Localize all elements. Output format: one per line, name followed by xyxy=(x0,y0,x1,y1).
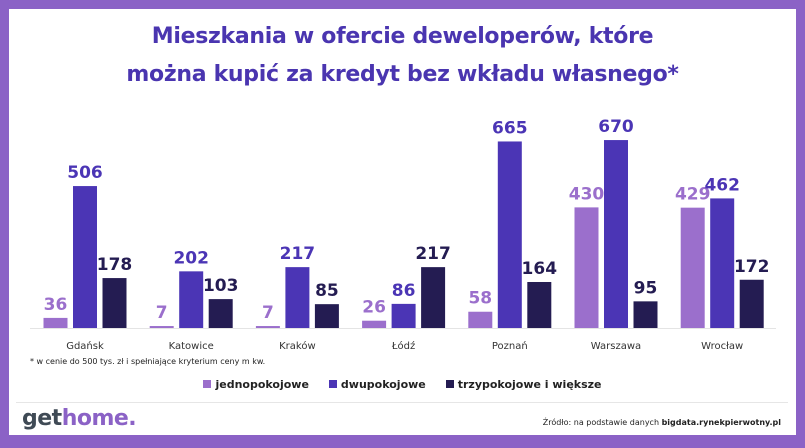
category-label: Kraków xyxy=(279,340,316,352)
bar xyxy=(314,304,339,328)
data-label: 7 xyxy=(156,303,168,323)
bar xyxy=(255,326,280,328)
data-label: 178 xyxy=(97,255,133,275)
category-label: Katowice xyxy=(169,341,214,352)
category-label: Łódź xyxy=(391,340,415,352)
bar xyxy=(73,186,97,328)
data-label: 202 xyxy=(173,248,209,268)
bar xyxy=(421,267,446,328)
category-label: Warszawa xyxy=(591,341,641,352)
legend-item: dwupokojowe xyxy=(328,378,426,391)
bar xyxy=(179,271,204,328)
bar xyxy=(391,303,416,328)
data-label: 172 xyxy=(734,257,770,277)
legend-label: trzypokojowe i większe xyxy=(457,378,602,391)
data-label: 462 xyxy=(704,175,740,195)
legend-item: jednopokojowe xyxy=(203,378,309,391)
data-label: 7 xyxy=(262,303,274,323)
data-label: 58 xyxy=(468,289,492,309)
bar xyxy=(527,281,552,328)
source-text: Źródło: na podstawie danych bigdata.ryne… xyxy=(542,418,781,427)
bar xyxy=(710,198,735,328)
category-label: Poznań xyxy=(492,340,528,352)
bar xyxy=(680,207,705,328)
bar xyxy=(149,326,174,328)
data-label: 665 xyxy=(492,118,528,138)
legend-swatch xyxy=(203,380,212,388)
bar xyxy=(574,207,599,328)
chart-card xyxy=(9,9,796,435)
data-label: 670 xyxy=(598,117,634,137)
data-label: 26 xyxy=(362,298,386,318)
data-label: 506 xyxy=(67,163,103,183)
data-label: 164 xyxy=(522,259,558,279)
footnote: * w cenie do 500 tys. zł i spełniające k… xyxy=(30,357,266,366)
chart-title: Mieszkania w ofercie deweloperów, które … xyxy=(0,18,805,94)
data-label: 95 xyxy=(634,278,658,298)
data-label: 217 xyxy=(280,244,316,264)
bar xyxy=(362,320,387,328)
bar xyxy=(102,278,127,328)
bar xyxy=(633,301,658,328)
bar xyxy=(208,299,233,328)
data-label: 36 xyxy=(44,295,68,315)
bar xyxy=(604,140,628,328)
bar xyxy=(468,311,493,328)
data-label: 103 xyxy=(203,276,239,296)
legend-swatch xyxy=(328,380,337,388)
data-label: 86 xyxy=(392,281,416,301)
legend-label: dwupokojowe xyxy=(340,378,426,391)
bar xyxy=(285,267,310,328)
data-label: 217 xyxy=(415,244,451,264)
data-label: 85 xyxy=(315,281,339,301)
legend-item: trzypokojowe i większe xyxy=(445,378,602,391)
category-label: Gdańsk xyxy=(66,340,104,352)
data-label: 429 xyxy=(675,185,711,205)
bar xyxy=(43,317,68,328)
title-line-1: Mieszkania w ofercie deweloperów, które xyxy=(151,24,654,49)
legend: jednopokojowe dwupokojowe trzypokojowe i w… xyxy=(0,378,805,391)
bar xyxy=(497,141,522,328)
data-label: 430 xyxy=(569,184,605,204)
divider xyxy=(16,402,788,403)
gethome-logo: gethome. xyxy=(22,406,137,431)
title-line-2: można kupić za kredyt bez wkładu własneg… xyxy=(126,62,679,87)
category-label: Wrocław xyxy=(701,341,743,352)
legend-swatch xyxy=(445,380,454,388)
bar xyxy=(739,279,764,328)
legend-label: jednopokojowe xyxy=(215,378,309,391)
